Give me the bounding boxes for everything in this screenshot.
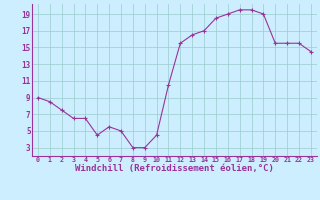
X-axis label: Windchill (Refroidissement éolien,°C): Windchill (Refroidissement éolien,°C) — [75, 164, 274, 173]
